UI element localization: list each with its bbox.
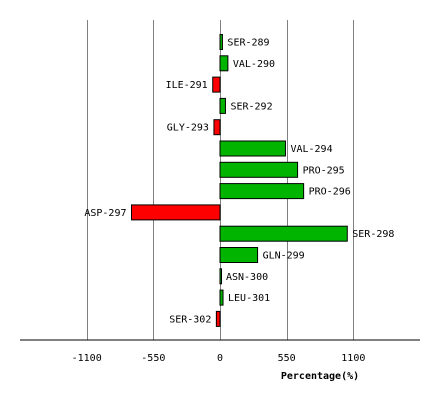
bar-ser-289 bbox=[219, 34, 223, 50]
bar-asn-300 bbox=[219, 268, 222, 285]
x-tick-labels: -1100 -550 0 550 1100 bbox=[72, 353, 366, 364]
x-tick-label: 1100 bbox=[341, 353, 365, 364]
bar-label: PRO-296 bbox=[309, 187, 351, 198]
bar-ser-298 bbox=[219, 225, 348, 242]
bar-label: ASN-300 bbox=[226, 272, 268, 283]
bar-label: SER-292 bbox=[230, 101, 272, 112]
bar-ile-291 bbox=[212, 76, 221, 93]
x-tick-label: -1100 bbox=[72, 353, 102, 364]
bar-labels: SER-289 VAL-290 ILE-291 SER-292 GLY-293 VAL-2… bbox=[84, 38, 394, 326]
bar-label: VAL-290 bbox=[233, 59, 275, 70]
bar-ser-292 bbox=[219, 97, 226, 114]
x-tick-label: 0 bbox=[217, 353, 223, 364]
bars bbox=[131, 34, 348, 327]
bar-label: VAL-294 bbox=[290, 144, 332, 155]
bar-label: GLY-293 bbox=[167, 123, 209, 134]
bar-label: LEU-301 bbox=[228, 293, 270, 304]
bar-label: GLN-299 bbox=[263, 251, 305, 262]
bar-leu-301 bbox=[219, 289, 224, 306]
bar-gly-293 bbox=[213, 119, 221, 136]
x-axis-title: Percentage(%) bbox=[281, 371, 359, 382]
bar-label: ASP-297 bbox=[84, 208, 126, 219]
bar-label: SER-302 bbox=[169, 314, 211, 325]
bar-label: SER-298 bbox=[352, 229, 394, 240]
bar-ser-302 bbox=[215, 310, 221, 327]
bar-pro-295 bbox=[219, 161, 299, 178]
bar-label: SER-289 bbox=[227, 38, 269, 49]
bar-val-294 bbox=[219, 140, 286, 157]
bar-gln-299 bbox=[219, 247, 259, 263]
bar-label: ILE-291 bbox=[166, 80, 208, 91]
bar-val-290 bbox=[219, 55, 229, 72]
bar-asp-297 bbox=[131, 204, 221, 221]
bar-label: PRO-295 bbox=[303, 165, 345, 176]
x-tick-label: 550 bbox=[278, 353, 296, 364]
bar-pro-296 bbox=[219, 183, 305, 200]
gridlines bbox=[87, 20, 354, 340]
x-tick-label: -550 bbox=[141, 353, 165, 364]
